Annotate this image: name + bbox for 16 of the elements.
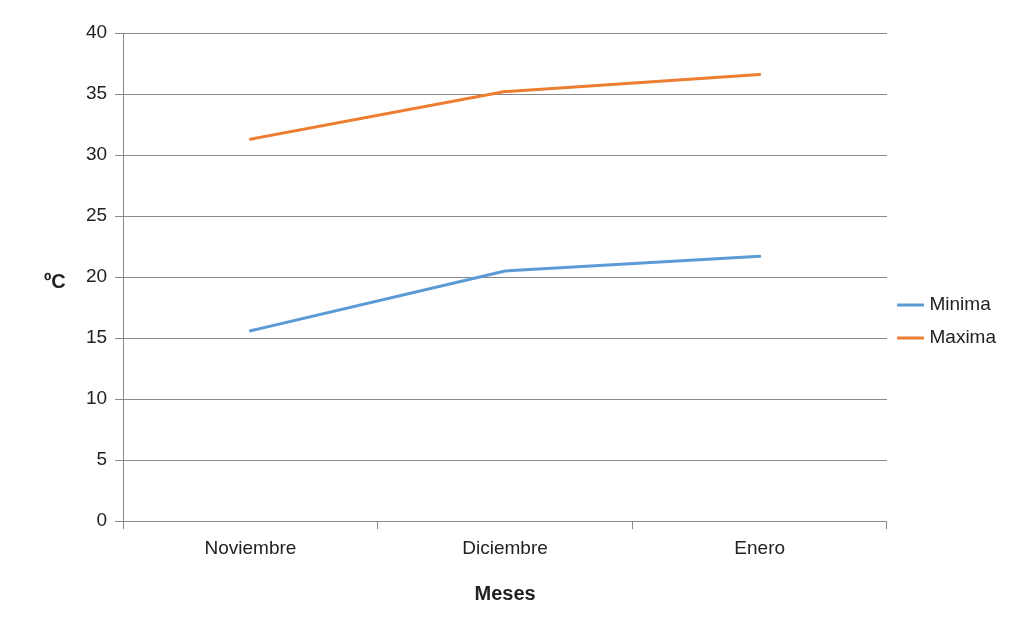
x-axis-title: Meses (474, 581, 536, 604)
y-tick-label: 20 (85, 265, 108, 287)
y-tick-label: 10 (85, 387, 108, 409)
y-tick-label: 25 (85, 204, 108, 226)
y-tick-label: 15 (85, 326, 108, 348)
y-tick-label: 40 (85, 21, 108, 43)
y-axis-title: ºC (44, 270, 66, 293)
y-tick-label: 0 (96, 509, 108, 531)
y-tick-label: 30 (85, 143, 108, 165)
legend-label: Minima (929, 293, 992, 315)
x-tick-label: Noviembre (204, 536, 297, 558)
y-tick-label: 5 (96, 448, 108, 470)
y-tick-label: 35 (85, 82, 108, 104)
x-tick-label: Diciembre (462, 536, 548, 558)
legend-label: Maxima (929, 326, 997, 348)
x-tick-label: Enero (734, 536, 786, 558)
